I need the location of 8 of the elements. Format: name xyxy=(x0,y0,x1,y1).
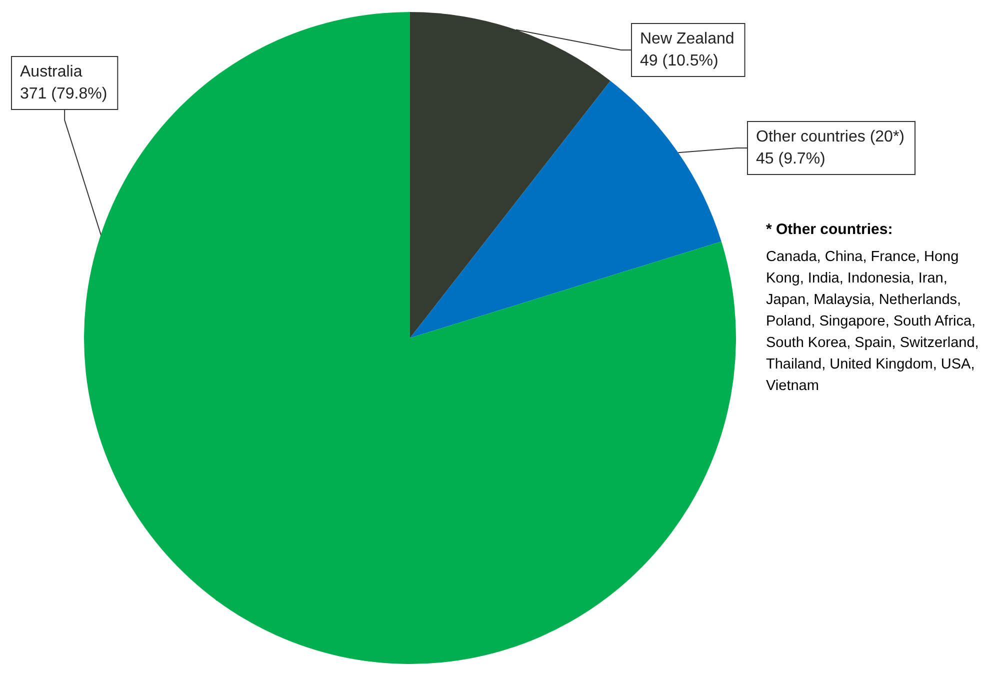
data-label: 45 (9.7%) xyxy=(756,150,826,168)
data-label: 371 (79.8%) xyxy=(20,86,108,102)
text: * Other countries: xyxy=(766,221,893,238)
data-label: 49 (10.5%) xyxy=(640,52,718,70)
slice-label: Other countries (20*) xyxy=(756,128,905,146)
slice-label: New Zealand xyxy=(640,30,734,48)
text: Canada, China, France, Hong Kong, India, Indonesia, Iran, Japan, Malaysia, Netherlands, Poland, Singapore, South Africa, South Korea, Spain, Switzerland, Thailand, United Kingdom, USA, Vietnam xyxy=(766,248,983,394)
slice-label: Australia xyxy=(20,64,82,80)
